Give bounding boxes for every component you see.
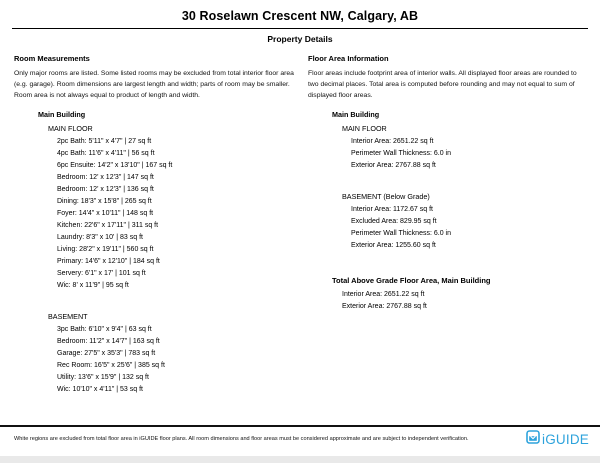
floor-name-main-floor: MAIN FLOOR [48, 124, 93, 133]
content-columns: Room Measurements Only major rooms are l… [0, 44, 600, 396]
room-line: Bedroom: 12' x 12'3" | 147 sq ft [57, 174, 154, 181]
header: 30 Roselawn Crescent NW, Calgary, AB Pro… [0, 0, 600, 44]
room-line: Utility: 13'6" x 15'9" | 132 sq ft [57, 374, 149, 381]
room-line: Servery: 6'1" x 17' | 101 sq ft [57, 270, 146, 277]
room-line: Laundry: 8'3" x 10' | 83 sq ft [57, 234, 143, 241]
room-line: 3pc Bath: 6'10" x 9'4" | 63 sq ft [57, 326, 152, 333]
room-line: 2pc Bath: 5'11" x 4'7" | 27 sq ft [57, 138, 152, 145]
area-line: Exterior Area: 1255.60 sq ft [351, 242, 436, 249]
main-floor-room-section: MAIN FLOOR 2pc Bath: 5'11" x 4'7" | 27 s… [14, 124, 300, 292]
floor-name-basement: BASEMENT [48, 312, 88, 321]
room-line: 6pc Ensuite: 14'2" x 13'10" | 167 sq ft [57, 162, 173, 169]
room-line: Garage: 27'5" x 35'3" | 783 sq ft [57, 350, 156, 357]
iguide-logo-icon [526, 430, 540, 449]
footer-disclaimer: White regions are excluded from total fl… [14, 435, 469, 442]
basement-area-list: Interior Area: 1172.67 sq ft Excluded Are… [308, 204, 586, 252]
area-line: Exterior Area: 2767.88 sq ft [351, 162, 436, 169]
area-line: Perimeter Wall Thickness: 6.0 in [351, 230, 451, 237]
iguide-logo-text: iGUIDE [542, 432, 589, 447]
total-area-line: Interior Area: 2651.22 sq ft [342, 291, 425, 298]
total-above-grade-heading: Total Above Grade Floor Area, Main Build… [332, 276, 491, 285]
area-section-name-basement: BASEMENT (Below Grade) [342, 192, 430, 201]
main-floor-area-list: Interior Area: 2651.22 sq ft Perimeter Wa… [308, 136, 586, 172]
room-measurements-column: Room Measurements Only major rooms are l… [14, 54, 300, 396]
floor-area-heading: Floor Area Information [308, 54, 389, 63]
total-area-line: Exterior Area: 2767.88 sq ft [342, 303, 427, 310]
room-line: Primary: 14'6" x 12'10" | 184 sq ft [57, 258, 160, 265]
room-measurements-heading: Room Measurements [14, 54, 90, 63]
building-name: Main Building [38, 110, 86, 119]
area-line: Perimeter Wall Thickness: 6.0 in [351, 150, 451, 157]
area-line: Interior Area: 1172.67 sq ft [351, 206, 433, 213]
room-line: Bedroom: 12' x 12'3" | 136 sq ft [57, 186, 154, 193]
area-line: Excluded Area: 829.95 sq ft [351, 218, 437, 225]
footer: White regions are excluded from total fl… [0, 425, 600, 456]
room-line: Foyer: 14'4" x 10'11" | 148 sq ft [57, 210, 154, 217]
room-line: Kitchen: 22'6" x 17'11" | 311 sq ft [57, 222, 159, 229]
iguide-logo: iGUIDE [526, 430, 589, 453]
room-line: Living: 28'2" x 19'11" | 560 sq ft [57, 246, 154, 253]
room-measurements-intro: Only major rooms are listed. Some listed… [14, 70, 294, 99]
area-section-name-main-floor: MAIN FLOOR [342, 124, 387, 133]
main-floor-room-list: 2pc Bath: 5'11" x 4'7" | 27 sq ft 4pc Bat… [14, 136, 300, 292]
total-above-grade-list: Interior Area: 2651.22 sq ft Exterior Are… [308, 289, 586, 313]
area-line: Interior Area: 2651.22 sq ft [351, 138, 434, 145]
room-line: Bedroom: 11'2" x 14'7" | 163 sq ft [57, 338, 160, 345]
room-line: Dining: 18'3" x 15'8" | 265 sq ft [57, 198, 152, 205]
floor-area-intro: Floor areas include footprint area of in… [308, 70, 577, 99]
basement-room-list: 3pc Bath: 6'10" x 9'4" | 63 sq ft Bedroom… [14, 324, 300, 396]
basement-room-section: BASEMENT 3pc Bath: 6'10" x 9'4" | 63 sq … [14, 312, 300, 396]
page-title: 30 Roselawn Crescent NW, Calgary, AB [181, 9, 419, 23]
total-above-grade-section: Total Above Grade Floor Area, Main Build… [308, 276, 586, 313]
basement-area-section: BASEMENT (Below Grade) Interior Area: 11… [308, 192, 586, 252]
building-name: Main Building [332, 110, 380, 119]
room-line: Wic: 8' x 11'9" | 95 sq ft [57, 282, 129, 289]
floor-area-column: Floor Area Information Floor areas inclu… [308, 54, 586, 396]
header-divider [12, 28, 588, 29]
page-subtitle: Property Details [267, 34, 333, 44]
main-floor-area-section: MAIN FLOOR Interior Area: 2651.22 sq ft P… [308, 124, 586, 172]
room-line: Wic: 10'10" x 4'11" | 53 sq ft [57, 386, 143, 393]
room-line: Rec Room: 16'5" x 25'6" | 385 sq ft [57, 362, 165, 369]
room-line: 4pc Bath: 11'6" x 4'11" | 56 sq ft [57, 150, 155, 157]
